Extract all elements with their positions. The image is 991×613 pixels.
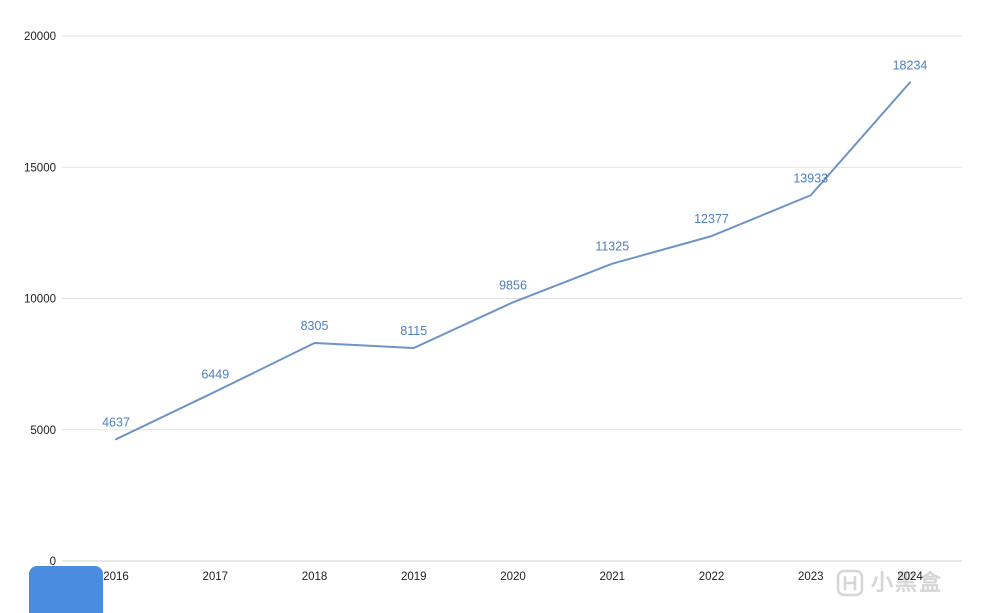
data-label: 11325 (595, 240, 629, 254)
x-axis-label: 2022 (699, 571, 725, 583)
x-axis-label: 2020 (500, 571, 526, 583)
x-axis-label: 2024 (897, 571, 923, 583)
data-label: 12377 (694, 212, 729, 226)
data-label: 8115 (400, 324, 427, 338)
heybox-logo-icon (836, 569, 864, 597)
x-axis-label: 2018 (302, 571, 328, 583)
data-label: 6449 (201, 368, 229, 382)
x-axis-label: 2023 (798, 571, 824, 583)
y-axis-label: 15000 (24, 162, 56, 174)
watermark-text: 小黑盒 (870, 570, 943, 595)
data-label: 9856 (499, 278, 527, 292)
watermark: 小黑盒 (836, 569, 943, 597)
x-axis-label: 2017 (202, 571, 228, 583)
y-axis-label: 20000 (24, 31, 56, 43)
y-axis-label: 5000 (30, 425, 56, 437)
x-axis-label: 2019 (401, 571, 427, 583)
data-label: 4637 (102, 415, 130, 429)
series-line (115, 81, 911, 441)
y-axis-label: 10000 (24, 294, 56, 306)
data-label: 13933 (793, 171, 828, 185)
x-axis-label: 2016 (103, 571, 129, 583)
bottom-left-partial-widget[interactable] (29, 566, 103, 613)
y-axis-label: 0 (50, 556, 56, 568)
data-label: 8305 (301, 319, 329, 333)
x-axis-label: 2021 (599, 571, 625, 583)
data-label: 18234 (893, 58, 928, 72)
